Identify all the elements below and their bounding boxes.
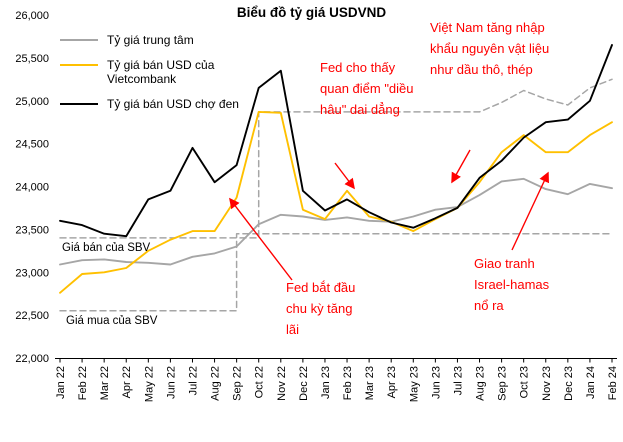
x-tick-label: May 22 bbox=[143, 366, 155, 402]
legend-label-central-rate: Tỷ giá trung tâm bbox=[107, 33, 194, 47]
x-tick-label: Apr 22 bbox=[121, 366, 133, 398]
x-tick-label: Aug 23 bbox=[475, 366, 487, 401]
black-market-line-swatch bbox=[60, 103, 98, 106]
x-tick-label: Feb 24 bbox=[607, 366, 619, 400]
x-tick-label: Sep 22 bbox=[232, 366, 244, 401]
y-tick-label: 22,000 bbox=[15, 353, 49, 365]
central-rate-line-swatch bbox=[60, 39, 98, 41]
y-tick-label: 25,500 bbox=[15, 53, 49, 65]
y-tick-label: 23,000 bbox=[15, 267, 49, 279]
chart-title: Biểu đồ tỷ giá USDVND bbox=[236, 5, 387, 20]
x-tick-label: Jan 24 bbox=[585, 366, 597, 399]
legend-item-central-rate: Tỷ giá trung tâm bbox=[60, 33, 239, 47]
sbv-sell-label: Giá bán của SBV bbox=[62, 242, 151, 254]
annotation-arrow-vietnam-imports bbox=[451, 149, 471, 184]
sbv-buy-label: Giá mua của SBV bbox=[66, 315, 158, 327]
x-tick-label: Jun 22 bbox=[165, 366, 177, 399]
series-line-sbv-buy bbox=[59, 232, 613, 312]
annotation-arrow-fed-hawkish bbox=[334, 162, 355, 190]
series-line-sbv-sell bbox=[59, 78, 613, 239]
x-tick-label: Jul 23 bbox=[452, 366, 464, 395]
legend: Tỷ giá trung tâm Tỷ giá bán USD của Viet… bbox=[60, 33, 239, 112]
x-tick-label: Oct 23 bbox=[519, 366, 531, 398]
annotation-arrow-fed-hike-cycle bbox=[229, 197, 293, 281]
x-tick-label: Jan 23 bbox=[320, 366, 332, 399]
y-tick-label: 23,500 bbox=[15, 224, 49, 236]
series-line-black-market-sell bbox=[59, 44, 613, 238]
series-line-central-rate bbox=[59, 177, 613, 266]
annotation-fed-hawkish: Fed cho thấy quan điểm "diều hâu" dai dẳ… bbox=[320, 60, 414, 117]
x-tick-label: Oct 22 bbox=[254, 366, 266, 398]
x-tick-label: Jan 22 bbox=[55, 366, 67, 399]
x-tick-label: Aug 22 bbox=[210, 366, 222, 401]
y-tick-label: 24,500 bbox=[15, 139, 49, 151]
legend-item-vietcombank-sell: Tỷ giá bán USD của Vietcombank bbox=[60, 58, 239, 86]
x-tick-label: Jul 22 bbox=[187, 366, 199, 395]
y-tick-label: 25,000 bbox=[15, 96, 49, 108]
x-tick-label: Dec 23 bbox=[563, 366, 575, 401]
x-tick-label: Sep 23 bbox=[497, 366, 509, 401]
x-tick-label: Jun 23 bbox=[430, 366, 442, 399]
x-tick-label: Feb 22 bbox=[77, 366, 89, 400]
legend-item-black-market-sell: Tỷ giá bán USD chợ đen bbox=[60, 97, 239, 111]
legend-label-black-market-sell: Tỷ giá bán USD chợ đen bbox=[107, 97, 239, 112]
x-tick-label: Mar 23 bbox=[364, 366, 376, 400]
annotation-fed-hike-cycle: Fed bắt đầu chu kỳ tăng lãi bbox=[286, 280, 356, 337]
x-tick-label: Mar 22 bbox=[99, 366, 111, 400]
vietcombank-line-swatch bbox=[60, 64, 98, 67]
y-tick-label: 26,000 bbox=[15, 10, 49, 22]
x-tick-label: Dec 22 bbox=[298, 366, 310, 401]
x-tick-label: Nov 23 bbox=[541, 366, 553, 401]
x-tick-label: Feb 23 bbox=[342, 366, 354, 400]
x-tick-label: Apr 23 bbox=[386, 366, 398, 398]
annotation-vietnam-imports: Việt Nam tăng nhập khẩu nguyên vật liệu … bbox=[430, 20, 550, 77]
y-tick-label: 24,000 bbox=[15, 182, 49, 194]
legend-label-vietcombank-sell: Tỷ giá bán USD của Vietcombank bbox=[107, 58, 215, 87]
y-tick-label: 22,500 bbox=[15, 310, 49, 322]
x-tick-label: Nov 22 bbox=[276, 366, 288, 401]
annotation-arrow-israel-hamas bbox=[511, 171, 549, 251]
annotation-israel-hamas: Giao tranh Israel-hamas nổ ra bbox=[474, 256, 550, 313]
x-tick-label: May 23 bbox=[408, 366, 420, 402]
